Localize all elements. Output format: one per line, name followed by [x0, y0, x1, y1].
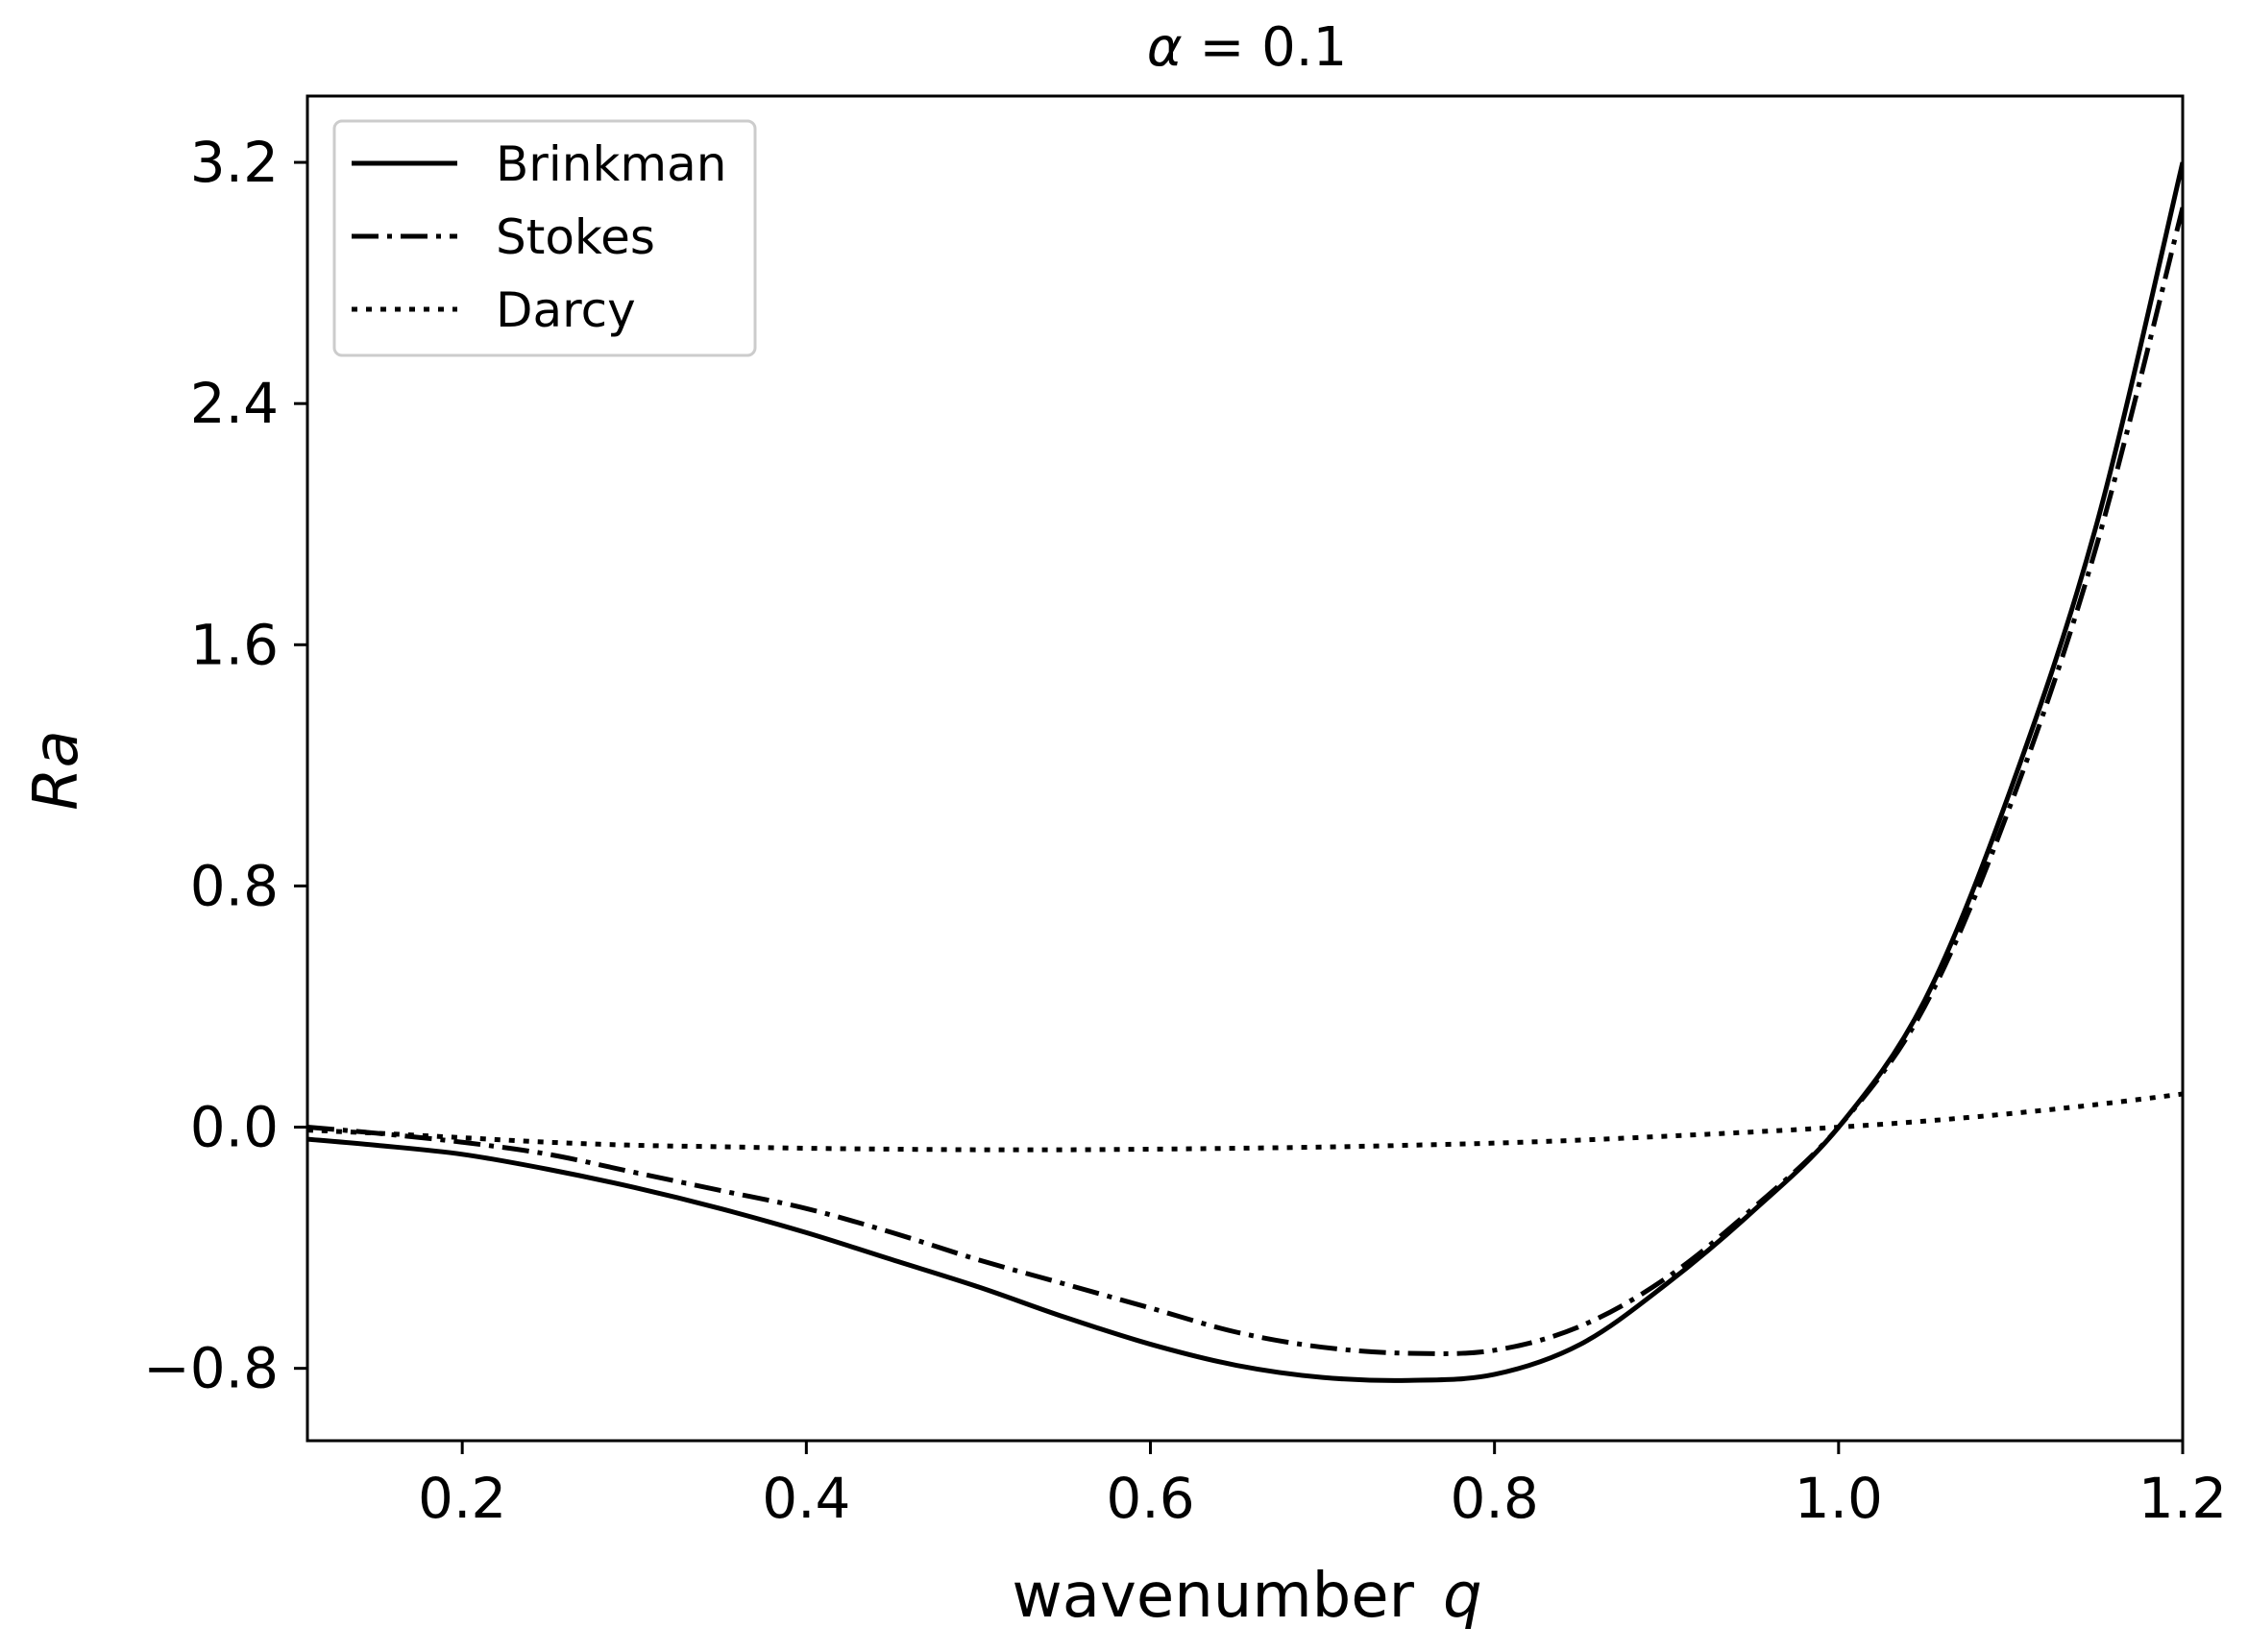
- x-tick-label: 0.6: [1106, 1466, 1194, 1531]
- chart-title: α = 0.1: [1147, 16, 1348, 79]
- chart-title-value: = 0.1: [1183, 16, 1348, 79]
- x-tick-label: 0.2: [418, 1466, 506, 1531]
- series-line-darcy: [307, 1091, 2183, 1153]
- y-tick-label: 2.4: [190, 371, 279, 436]
- x-axis-label-var: q: [1443, 1561, 1482, 1632]
- y-tick-label: 0.8: [190, 853, 279, 918]
- series-line-brinkman: [307, 161, 2183, 1383]
- tick-layer: 0.2 0.4 0.6 0.8 1.0 1.2 −0.8 0.0 0.8 1.6 2.4 3.2: [143, 130, 2227, 1531]
- y-tick-label: 0.0: [190, 1095, 279, 1160]
- legend-label-stokes: Stokes: [496, 209, 655, 265]
- x-tick-label: 0.4: [762, 1466, 850, 1531]
- legend-box: [332, 119, 757, 357]
- x-tick-label: 1.0: [1795, 1466, 1883, 1531]
- y-axis-label: Ra: [21, 730, 92, 811]
- x-tick-label: 0.8: [1451, 1466, 1539, 1531]
- legend: Brinkman Stokes Darcy: [332, 119, 757, 357]
- y-tick-label: −0.8: [143, 1336, 279, 1401]
- y-tick-label: 1.6: [190, 612, 279, 677]
- x-axis-label-text: wavenumber: [1012, 1561, 1414, 1632]
- chart-title-symbol: α: [1147, 16, 1183, 79]
- x-tick-label: 1.2: [2138, 1466, 2227, 1531]
- series-layer: [307, 161, 2183, 1383]
- legend-label-darcy: Darcy: [496, 282, 636, 338]
- x-axis-label: wavenumber q: [1012, 1561, 1481, 1632]
- legend-label-brinkman: Brinkman: [496, 136, 726, 192]
- plot-frame: [305, 94, 2185, 1443]
- series-line-stokes: [307, 206, 2183, 1356]
- y-tick-label: 3.2: [190, 130, 279, 195]
